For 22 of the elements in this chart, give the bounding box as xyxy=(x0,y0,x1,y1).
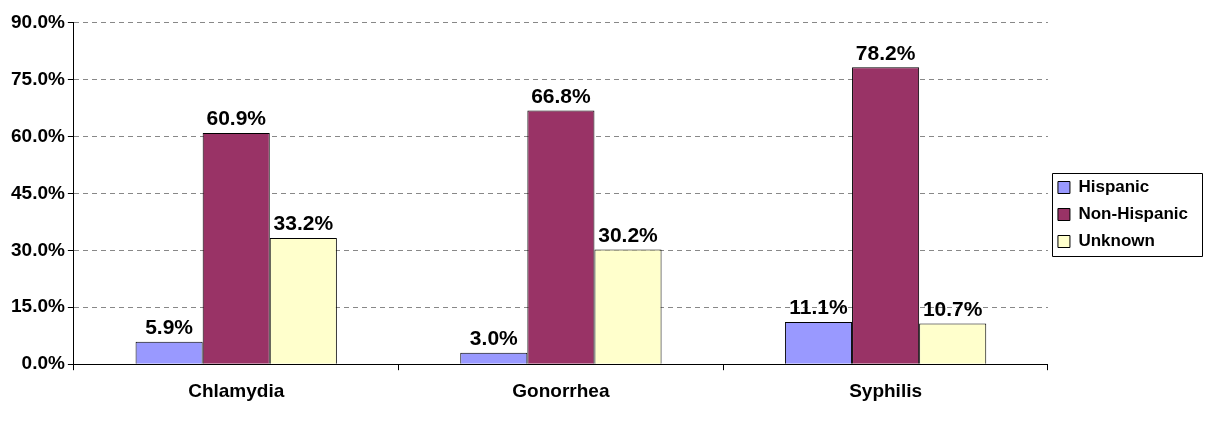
x-tick-label: Syphilis xyxy=(849,379,923,401)
data-label: 60.9% xyxy=(206,106,267,130)
data-label: 10.7% xyxy=(922,296,983,320)
data-label: 33.2% xyxy=(273,211,334,235)
y-tick-label: 0.0% xyxy=(21,352,65,374)
data-label: 78.2% xyxy=(855,40,916,64)
legend-label: Hispanic xyxy=(1078,177,1150,197)
x-tick-label: Gonorrhea xyxy=(512,379,610,401)
data-label: 5.9% xyxy=(145,315,194,339)
y-tick-label: 75.0% xyxy=(11,67,65,89)
y-tick-label: 15.0% xyxy=(11,295,65,317)
y-tick-label: 30.0% xyxy=(11,238,65,260)
x-tick-label: Chlamydia xyxy=(188,379,285,401)
data-label: 66.8% xyxy=(531,83,591,107)
y-tick-label: 90.0% xyxy=(11,10,65,32)
y-tick-label: 45.0% xyxy=(11,181,65,203)
y-tick-label: 60.0% xyxy=(11,124,65,146)
data-label: 11.1% xyxy=(789,295,849,319)
data-label: 3.0% xyxy=(469,326,519,350)
data-label: 30.2% xyxy=(598,222,659,246)
legend-label: Non-Hispanic xyxy=(1078,204,1188,224)
legend-label: Unknown xyxy=(1078,231,1155,251)
